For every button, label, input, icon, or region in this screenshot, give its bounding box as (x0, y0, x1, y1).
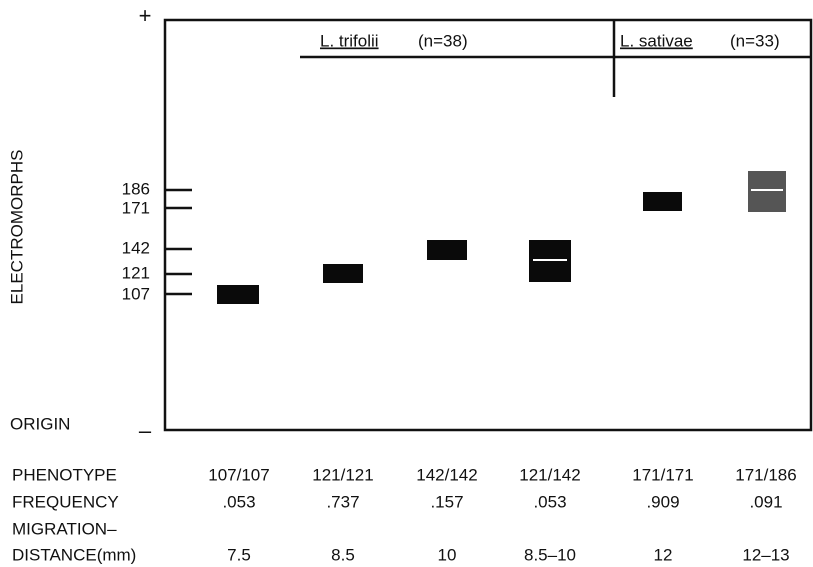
row-label: PHENOTYPE (12, 465, 117, 484)
table-cell: .157 (430, 492, 463, 511)
tick-label: 142 (122, 238, 150, 257)
table-cell: 171/171 (632, 465, 693, 484)
table-cell: .091 (749, 492, 782, 511)
table-cell: .737 (326, 492, 359, 511)
gel-frame (165, 20, 811, 430)
band (748, 171, 786, 212)
table-cell: 142/142 (416, 465, 477, 484)
group-n: (n=38) (418, 31, 468, 50)
row-label: DISTANCE(mm) (12, 545, 136, 564)
table-cell: .053 (222, 492, 255, 511)
page: {"markers": {"plus": "+", "minus": "–"},… (0, 0, 813, 567)
table-cell: 8.5 (331, 545, 355, 564)
band (323, 264, 363, 283)
band (643, 192, 682, 211)
group-name: L. trifolii (320, 31, 379, 50)
table-cell: 121/142 (519, 465, 580, 484)
tick-label: 186 (122, 179, 150, 198)
origin-label: ORIGIN (10, 414, 70, 433)
table-cell: 121/121 (312, 465, 373, 484)
band-gap (533, 259, 567, 261)
table-cell: .053 (533, 492, 566, 511)
row-label: MIGRATION– (12, 519, 117, 538)
table-cell: 107/107 (208, 465, 269, 484)
tick-label: 107 (122, 284, 150, 303)
tick-label: 121 (122, 263, 150, 282)
table-cell: 8.5–10 (524, 545, 576, 564)
band (427, 240, 467, 260)
row-label: FREQUENCY (12, 492, 119, 511)
plus-marker: + (139, 3, 152, 28)
minus-marker: – (139, 418, 152, 443)
tick-label: 171 (122, 198, 150, 217)
group-name: L. sativae (620, 31, 693, 50)
table-cell: 12–13 (742, 545, 789, 564)
gel-diagram: + – ELECTROMORPHS ORIGIN 186 171 142 121… (0, 0, 813, 567)
table-cell: 10 (438, 545, 457, 564)
table-cell: 7.5 (227, 545, 251, 564)
table-cell: 171/186 (735, 465, 796, 484)
band-gap (751, 189, 783, 191)
group-n: (n=33) (730, 31, 780, 50)
table-cell: .909 (646, 492, 679, 511)
y-axis-label: ELECTROMORPHS (7, 150, 26, 305)
band (217, 285, 259, 304)
table-cell: 12 (654, 545, 673, 564)
